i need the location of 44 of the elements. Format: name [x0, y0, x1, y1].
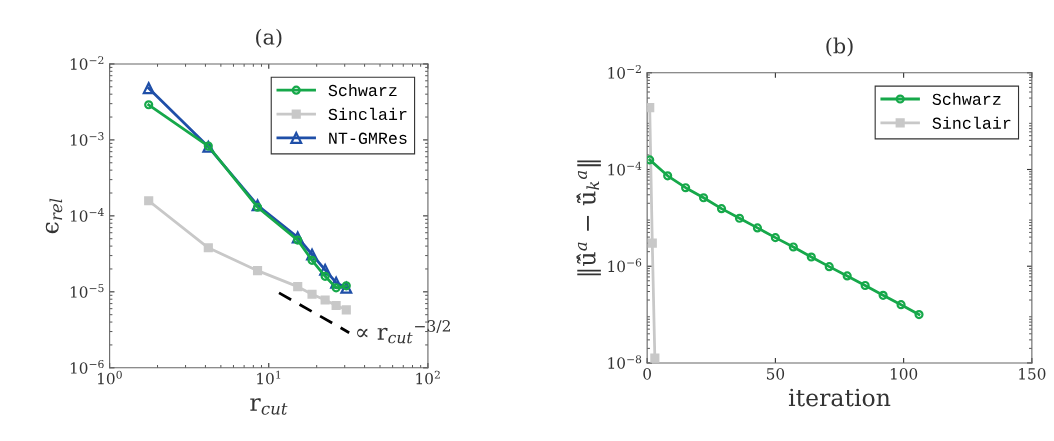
point: [770, 233, 780, 243]
x-tick-label: 10$^{2}$: [416, 370, 440, 385]
point: [824, 262, 834, 272]
x-tick-label: 150: [1019, 368, 1046, 380]
legend-label: Sinclair: [932, 116, 1011, 129]
chart-title: (a): [256, 28, 282, 48]
point: [650, 353, 660, 363]
point: [860, 280, 870, 291]
y-axis-title: ‖ũ̂$^{a}$ − ũ̂$_{k}$$^{a}$‖: [576, 160, 601, 276]
y-axis-title: ϵ$_{rel}$: [45, 198, 63, 234]
point: [878, 290, 888, 300]
y-tick-label: 10$^{−6}$: [608, 258, 642, 273]
point: [752, 223, 763, 233]
point: [734, 213, 745, 223]
point: [681, 183, 691, 193]
y-tick-label: 10$^{−4}$: [608, 161, 642, 176]
y-tick-label: 10$^{−5}$: [70, 284, 104, 298]
x-tick-label: 0: [643, 368, 651, 380]
y-tick-label: 10$^{−8}$: [608, 355, 642, 369]
x-tick-label: 10$^{1}$: [257, 370, 281, 385]
x-tick-label: 100: [890, 368, 918, 380]
chart-title: (b): [826, 37, 853, 57]
y-tick-label: 10$^{−4}$: [70, 208, 104, 222]
x-tick-label: 50: [766, 368, 785, 380]
legend-label: Schwarz: [932, 92, 1001, 106]
point: [842, 271, 852, 281]
point: [788, 242, 798, 252]
y-tick-label: 10$^{−3}$: [70, 132, 104, 146]
x-axis-title: r$_{cut}$: [250, 398, 288, 415]
point: [647, 238, 657, 248]
point: [647, 155, 655, 165]
point: [699, 193, 709, 203]
y-tick-label: 10$^{−2}$: [70, 56, 104, 70]
x-axis-title: iteration: [788, 388, 891, 407]
y-tick-label: 10$^{−2}$: [608, 64, 641, 79]
legend-label: Sinclair: [328, 107, 407, 121]
point: [896, 300, 906, 310]
point: [716, 204, 727, 214]
legend-label: Schwarz: [328, 83, 397, 97]
legend-label: NT-GMRes: [329, 132, 407, 144]
point: [663, 171, 673, 181]
point: [806, 252, 816, 262]
annotation: ∝ r$_{cut}$$^{−3/2}$: [357, 320, 450, 344]
point: [914, 310, 924, 320]
